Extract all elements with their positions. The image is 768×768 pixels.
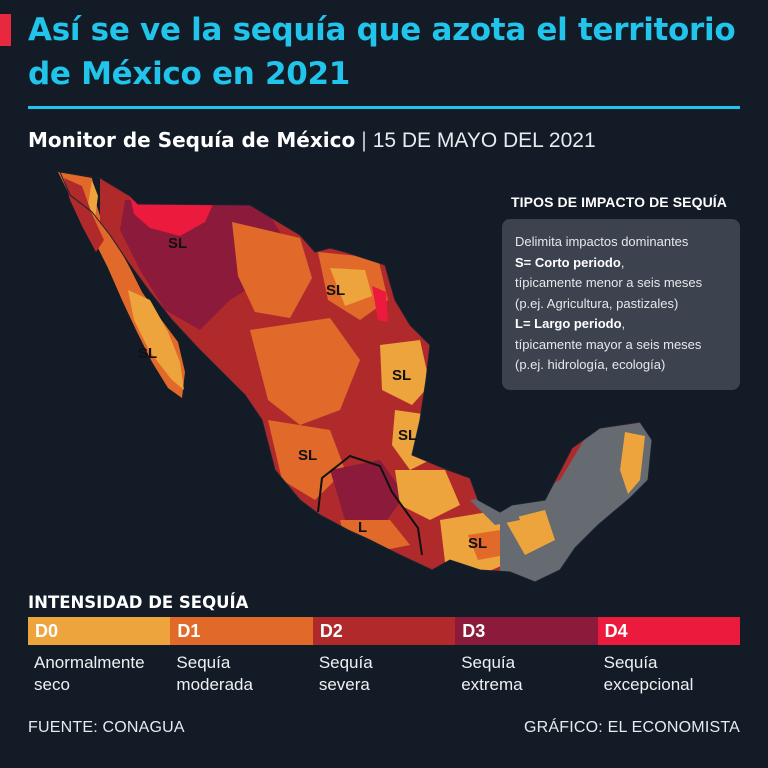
short-term-label: S= Corto periodo — [515, 254, 621, 270]
drought-map: SL SL SL SL SL SL L SL — [58, 171, 653, 583]
legend-d4: D4 — [597, 617, 741, 645]
title-divider — [28, 106, 740, 109]
subtitle-date: 15 DE MAYO DEL 2021 — [372, 129, 596, 152]
yucatan-d0-strip — [620, 432, 645, 494]
chiapas-d1-area — [468, 530, 505, 560]
page-title: Así se ve la sequía que azota el territo… — [28, 12, 736, 92]
nuevo-leon-d4-strip — [372, 286, 388, 322]
legend-label-d2-line2: severa — [318, 675, 370, 694]
mainland-outline — [59, 171, 653, 583]
subtitle-monitor: Monitor de Sequía de México — [28, 128, 356, 152]
baja-sur-region — [128, 290, 184, 390]
legend-label-d2: Sequía severa — [313, 652, 455, 696]
legend-label-d0: Anormalmente seco — [28, 652, 170, 696]
long-term-label: L= Largo periodo — [515, 316, 622, 331]
impact-types-title: TIPOS DE IMPACTO DE SEQUÍA — [511, 194, 727, 210]
impact-intro: Delimita impactos dominantes — [515, 234, 689, 249]
legend-labels: Anormalmente seco Sequía moderada Sequía se… — [28, 652, 740, 696]
legend-label-d1: Sequía moderada — [170, 652, 312, 696]
long-term-desc-2: (p.ej. hidrología, ecología) — [515, 357, 666, 372]
legend-label-d0-line1: Anormalmente — [34, 653, 145, 672]
map-label-sl-veracruz: SL — [398, 427, 417, 444]
long-term-line: L= Largo periodo, — [515, 316, 626, 331]
coahuila-d0-area — [330, 268, 372, 306]
map-label-sl-north: SL — [168, 235, 187, 252]
legend-label-d4-line1: Sequía — [603, 653, 658, 672]
short-term-line: S= Corto periodo, — [515, 254, 625, 270]
long-term-impact-boundary — [317, 454, 423, 556]
source-credit: FUENTE: CONAGUA — [28, 719, 185, 736]
graphic-credit: GRÁFICO: EL ECONOMISTA — [524, 719, 740, 736]
subtitle-separator: | — [361, 129, 367, 152]
legend-label-d4-line2: excepcional — [603, 675, 694, 694]
baja-d2-band — [64, 178, 104, 252]
map-label-sl-tamaulipas: SL — [392, 367, 411, 384]
legend-label-d3-line2: extrema — [461, 675, 523, 694]
legend-label-d0-line2: seco — [34, 675, 70, 694]
map-label-sl-coahuila: SL — [326, 282, 345, 299]
legend-d0: D0 — [28, 617, 171, 645]
legend-d3: D3 — [455, 617, 598, 645]
central-d1-area — [250, 318, 360, 425]
legend-d2: D2 — [312, 617, 456, 645]
accent-bar — [0, 14, 11, 46]
long-term-desc-1: típicamente mayor a seis meses — [515, 336, 702, 352]
map-label-sl-south: SL — [468, 535, 487, 552]
legend-bar: D0 D1 D2 D3 D4 — [28, 617, 741, 645]
legend-label-d1-line1: Sequía — [176, 653, 231, 672]
legend-label-d3-line1: Sequía — [461, 653, 516, 672]
jalisco-d1-area — [268, 420, 345, 500]
legend-label-d2-line1: Sequía — [318, 653, 373, 672]
legend-label-d1-line2: moderada — [176, 675, 253, 694]
short-term-desc-1: típicamente menor a seis meses — [515, 275, 703, 290]
legend-d1: D1 — [170, 617, 313, 645]
baja-strip — [88, 180, 98, 218]
legend-label-d4: Sequía excepcional — [598, 652, 740, 696]
chihuahua-d1-area — [232, 222, 312, 318]
subtitle: Monitor de Sequía de México | 15 DE MAYO D… — [28, 128, 596, 153]
campeche-d0-area — [505, 510, 555, 555]
legend-label-d3: Sequía extrema — [455, 652, 597, 696]
short-term-desc-2: (p.ej. Agricultura, pastizales) — [515, 295, 679, 311]
map-label-sl-jalisco: SL — [298, 447, 317, 464]
impact-types-box: Delimita impactos dominantes S= Corto pe… — [502, 219, 740, 390]
legend-title: INTENSIDAD DE SEQUÍA — [28, 593, 249, 612]
map-label-l: L — [358, 519, 367, 536]
sonora-d4-area — [130, 196, 215, 236]
tamaulipas-d0-area — [380, 340, 430, 405]
map-label-sl-baja: SL — [138, 345, 157, 362]
puebla-d0-area — [395, 470, 460, 520]
